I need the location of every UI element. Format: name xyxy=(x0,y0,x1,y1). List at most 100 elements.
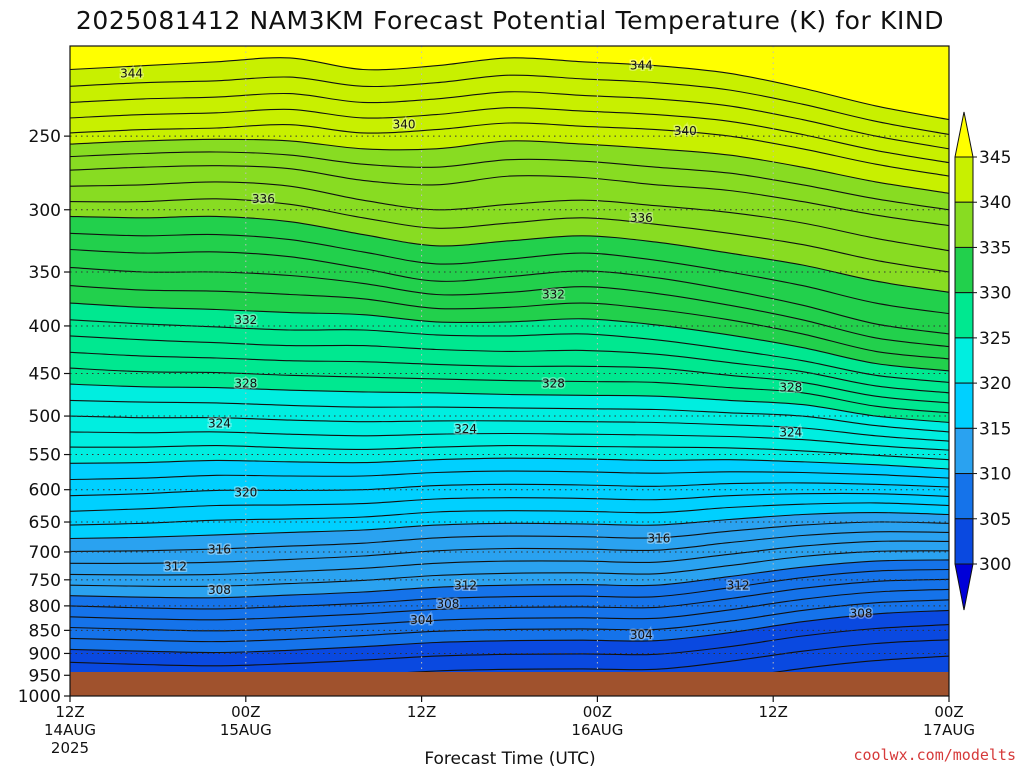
contour-342 xyxy=(70,91,949,150)
contour-label-0: 344 xyxy=(120,66,143,80)
grid-lines xyxy=(70,46,949,676)
contour-label-9: 328 xyxy=(542,376,565,390)
colorbar-segment-8 xyxy=(954,518,974,565)
colorbar-segment-3 xyxy=(954,292,974,339)
contour-315 xyxy=(70,502,949,526)
x-tick-label-3-2: 16AUG xyxy=(571,721,623,739)
contour-label-18: 312 xyxy=(454,579,477,593)
temperature-fill-bands xyxy=(70,46,949,672)
x-tick-label-3-1: 00Z xyxy=(583,703,612,721)
contour-344 xyxy=(70,57,949,121)
contour-label-12: 324 xyxy=(454,422,477,436)
colorbar-label-300: 300 xyxy=(979,555,1011,575)
colorbar-extend-high xyxy=(954,111,974,158)
contour-307 xyxy=(70,578,949,621)
colorbar: 300 305 310 315 320 325 330 335 340 345 xyxy=(954,111,1011,611)
contour-343 xyxy=(70,74,949,136)
contour-335 xyxy=(70,198,949,273)
colorbar-segment-7 xyxy=(954,473,974,520)
y-tick-label-550: 550 xyxy=(29,446,61,466)
y-tick-label-700: 700 xyxy=(29,543,61,563)
contour-308 xyxy=(70,568,949,610)
y-tick-label-450: 450 xyxy=(29,365,61,385)
contour-332 xyxy=(70,248,949,335)
contour-label-4: 336 xyxy=(252,192,275,206)
colorbar-label-340: 340 xyxy=(979,193,1011,213)
y-tick-label-800: 800 xyxy=(29,597,61,617)
contour-338 xyxy=(70,151,949,211)
contour-label-13: 324 xyxy=(779,426,802,440)
x-tick-label-5-2: 17AUG xyxy=(923,721,975,739)
colorbar-label-305: 305 xyxy=(979,510,1011,530)
contour-label-23: 304 xyxy=(410,613,433,627)
contour-313 xyxy=(70,521,949,552)
contour-label-17: 312 xyxy=(164,560,187,574)
x-tick-label-0-2: 14AUG xyxy=(44,721,96,739)
colorbar-segment-0 xyxy=(954,156,974,203)
contour-339 xyxy=(70,138,949,194)
contour-309 xyxy=(70,559,949,599)
ground-surface xyxy=(70,672,949,696)
contour-302 xyxy=(406,639,949,672)
contour-321 xyxy=(70,431,949,451)
contour-333 xyxy=(70,232,949,315)
contour-341 xyxy=(70,107,949,164)
colorbar-label-315: 315 xyxy=(979,419,1011,439)
x-tick-label-1-1: 00Z xyxy=(231,703,260,721)
contour-303 xyxy=(70,624,949,667)
colorbar-extend-low xyxy=(954,563,974,611)
contour-306 xyxy=(70,588,949,632)
x-tick-label-0-3: 2025 xyxy=(51,739,89,757)
colorbar-label-335: 335 xyxy=(979,238,1011,258)
y-tick-label-300: 300 xyxy=(29,201,61,221)
y-tick-label-350: 350 xyxy=(29,263,61,283)
colorbar-label-330: 330 xyxy=(979,284,1011,304)
contour-label-7: 332 xyxy=(542,287,565,301)
x-tick-label-2-1: 12Z xyxy=(407,703,436,721)
y-tick-label-850: 850 xyxy=(29,621,61,641)
contour-340 xyxy=(70,122,949,177)
contour-317 xyxy=(70,482,949,497)
contour-label-24: 304 xyxy=(630,628,653,642)
y-tick-label-400: 400 xyxy=(29,317,61,337)
contour-label-15: 316 xyxy=(208,543,231,557)
contour-301 xyxy=(772,655,949,672)
contour-305 xyxy=(70,599,949,643)
contour-336 xyxy=(70,181,949,252)
contour-310 xyxy=(70,550,949,588)
contour-labels: 344 344 340 340 336 336 332 332 328 328 328 324 324 3… xyxy=(119,57,874,643)
chart-title: 2025081412 NAM3KM Forecast Potential Tem… xyxy=(76,6,944,35)
isentrope-contours xyxy=(70,57,949,672)
contour-325 xyxy=(70,367,949,414)
contour-326 xyxy=(70,351,949,404)
contour-label-6: 332 xyxy=(234,313,257,327)
x-tick-label-4-1: 12Z xyxy=(759,703,788,721)
contour-314 xyxy=(70,512,949,540)
plot-frame xyxy=(69,45,950,697)
colorbar-label-325: 325 xyxy=(979,329,1011,349)
contour-330 xyxy=(70,285,949,360)
contour-label-5: 336 xyxy=(630,211,653,225)
contour-337 xyxy=(70,165,949,227)
contour-334 xyxy=(70,215,949,293)
contour-label-11: 324 xyxy=(208,416,231,430)
contour-label-20: 308 xyxy=(208,583,231,597)
y-tick-label-600: 600 xyxy=(29,481,61,501)
colorbar-segment-4 xyxy=(954,337,974,384)
contour-328 xyxy=(70,319,949,383)
y-tick-label-950: 950 xyxy=(29,666,61,686)
contour-312 xyxy=(70,531,949,564)
y-tick-label-500: 500 xyxy=(29,407,61,427)
contour-label-14: 320 xyxy=(234,485,257,499)
x-tick-label-1-2: 15AUG xyxy=(220,721,272,739)
colorbar-segment-2 xyxy=(954,246,974,294)
contour-label-10: 328 xyxy=(779,381,802,395)
y-tick-label-750: 750 xyxy=(29,571,61,591)
colorbar-label-345: 345 xyxy=(979,148,1011,168)
colorbar-segment-6 xyxy=(954,427,974,475)
y-tick-label-650: 650 xyxy=(29,513,61,533)
colorbar-segment-1 xyxy=(954,201,974,248)
x-tick-label-0-1: 12Z xyxy=(55,703,84,721)
colorbar-segment-5 xyxy=(954,382,974,429)
